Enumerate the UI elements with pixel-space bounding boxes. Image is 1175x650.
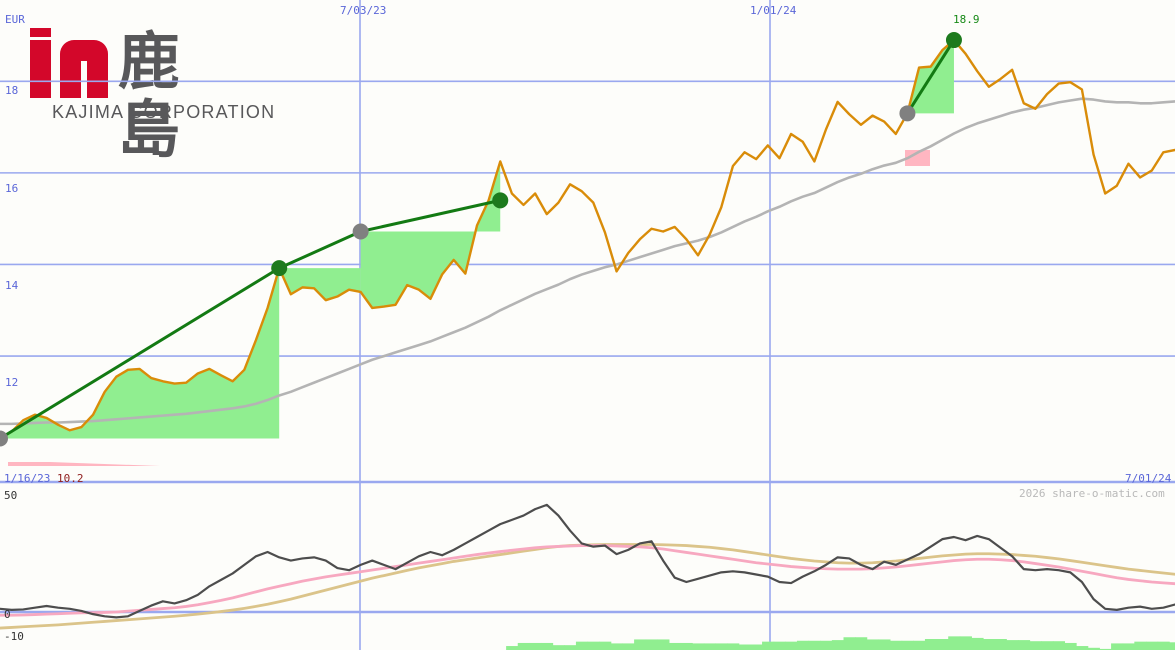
- volume-bar: [575, 641, 589, 650]
- volume-bar: [1122, 643, 1135, 650]
- volume-bar: [1052, 641, 1066, 650]
- peak-value-label: 18.9: [953, 13, 980, 26]
- volume-bar: [808, 640, 821, 650]
- volume-bar: [738, 644, 751, 650]
- volume-bar: [1041, 641, 1054, 650]
- volume-bar: [924, 639, 938, 650]
- trend-fill-1: [0, 268, 280, 439]
- volume-bar: [587, 641, 600, 650]
- start-value-label: 10.2: [57, 472, 84, 485]
- indicator-tick-neg10: -10: [4, 630, 24, 643]
- mid-marker-2-end[interactable]: [492, 192, 509, 209]
- loss-fill-peak: [905, 150, 930, 166]
- volume-bar: [645, 639, 658, 650]
- trend-line-4: [905, 38, 956, 115]
- volume-bar: [634, 639, 647, 650]
- x-end-date-label: 7/01/24: [1125, 472, 1172, 485]
- volume-bar: [1111, 643, 1124, 650]
- y-tick-14: 14: [5, 279, 19, 292]
- watermark: 2026 share-o-matic.com: [1019, 487, 1165, 500]
- company-name: KAJIMA CORPORATION: [52, 102, 276, 122]
- trend-line-2: [277, 230, 363, 270]
- kajima-logo-mark: [30, 28, 108, 98]
- x-start-date-label: 1/16/23: [4, 472, 51, 485]
- volume-bar: [657, 639, 670, 650]
- y-axis-unit-label: EUR: [5, 13, 25, 26]
- volume-bar: [541, 642, 554, 650]
- volume-bar: [692, 643, 705, 650]
- volume-bar: [831, 640, 844, 650]
- volume-bar: [1099, 648, 1112, 650]
- company-kanji: 鹿島: [118, 25, 183, 166]
- volume-bar: [1018, 640, 1031, 650]
- volume-bar: [517, 642, 530, 650]
- volume-bar: [785, 641, 798, 650]
- indicator-series-signal-pink: [0, 544, 1175, 617]
- volume-bar: [1064, 642, 1077, 650]
- x-tick-label-2: 1/01/24: [750, 4, 797, 17]
- volume-bar: [1169, 642, 1175, 650]
- volume-bar: [843, 637, 856, 650]
- volume-bar: [983, 639, 996, 650]
- peak-marker-start[interactable]: [899, 105, 916, 122]
- volume-bar: [610, 643, 623, 650]
- indicator-series-signal-tan: [0, 543, 1175, 630]
- volume-bar: [552, 645, 565, 650]
- volume-bar: [1006, 640, 1019, 650]
- trend-line-1: [0, 266, 281, 441]
- y-tick-16: 16: [5, 182, 19, 195]
- volume-bar: [668, 642, 682, 650]
- volume-bar: [750, 644, 763, 650]
- volume-bar: [959, 636, 972, 650]
- volume-bar: [948, 636, 961, 650]
- volume-bar: [703, 643, 717, 650]
- peak-marker-end[interactable]: [945, 32, 962, 49]
- y-tick-12: 12: [5, 376, 19, 389]
- volume-bar: [1029, 641, 1042, 650]
- y-tick-18: 18: [5, 84, 19, 97]
- indicator-series-indicator: [0, 503, 1175, 619]
- company-logo: 鹿島 KAJIMA CORPORATION: [30, 28, 274, 164]
- mid-marker-2-start[interactable]: [352, 223, 369, 240]
- price-line: [0, 38, 1175, 440]
- volume-bar: [762, 641, 775, 650]
- volume-bar: [715, 643, 728, 650]
- moving-average-line: [0, 97, 1175, 426]
- volume-bar: [820, 640, 833, 650]
- volume-bar: [901, 640, 914, 650]
- volume-bar: [529, 642, 542, 650]
- loss-fill-start: [8, 462, 160, 466]
- volume-bar: [1087, 647, 1100, 650]
- volume-bar: [971, 637, 984, 650]
- start-marker[interactable]: [0, 430, 8, 447]
- volume-bar: [878, 639, 891, 650]
- volume-bar: [1145, 641, 1159, 650]
- volume-bar: [1076, 646, 1089, 650]
- volume-bar: [994, 639, 1007, 650]
- indicator-tick-50: 50: [4, 489, 18, 502]
- volume-bar: [680, 642, 693, 650]
- indicator-tick-0: 0: [4, 608, 11, 621]
- volume-bar: [1157, 641, 1170, 650]
- trend-fill-2: [279, 268, 361, 301]
- volume-bar: [936, 639, 949, 650]
- volume-bar: [890, 640, 903, 650]
- volume-bar: [622, 643, 635, 650]
- volume-bar: [564, 645, 577, 650]
- volume-bar: [506, 646, 519, 650]
- volume-bar: [796, 640, 810, 650]
- volume-bar: [773, 641, 786, 650]
- trend-fill-3: [360, 161, 501, 308]
- volume-bar: [1134, 641, 1147, 650]
- trend-line-3: [359, 198, 502, 234]
- volume-bar: [913, 640, 926, 650]
- volume-bar: [855, 637, 868, 650]
- volume-bar: [727, 643, 740, 650]
- volume-bar: [866, 639, 879, 650]
- volume-bar: [599, 641, 612, 650]
- x-tick-label-1: 7/03/23: [340, 4, 387, 17]
- mid-marker-1-end[interactable]: [271, 260, 288, 277]
